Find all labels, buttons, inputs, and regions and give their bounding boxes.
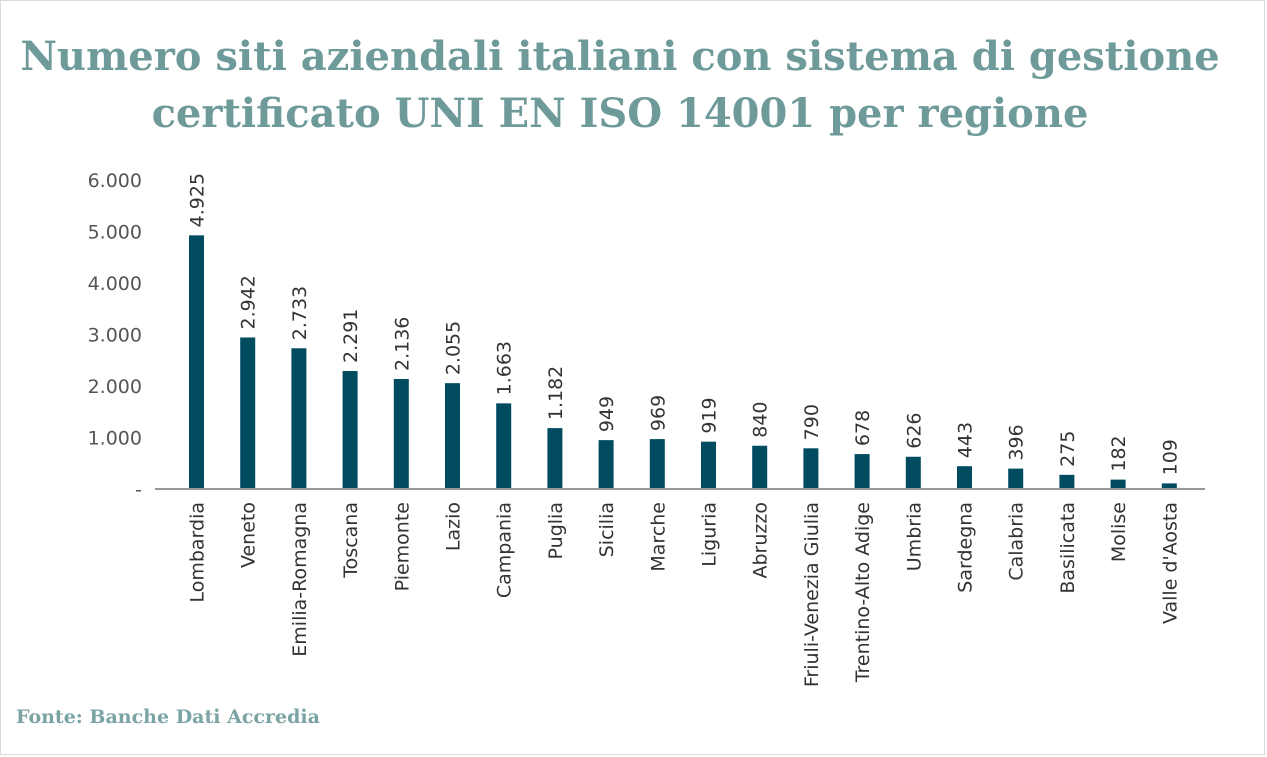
- category-label: Campania: [494, 502, 516, 598]
- y-tick-label: 1.000: [88, 428, 142, 450]
- category-label: Veneto: [238, 502, 260, 568]
- value-label: 969: [647, 395, 669, 431]
- category-label: Calabria: [1006, 502, 1028, 581]
- category-label: Liguria: [699, 502, 721, 567]
- bar-16: [1008, 468, 1024, 489]
- value-label: 790: [801, 404, 823, 440]
- bar-3: [342, 371, 358, 489]
- bar-19: [1161, 483, 1177, 489]
- value-label: 182: [1108, 435, 1130, 471]
- bar-4: [393, 378, 409, 489]
- category-label: Emilia-Romagna: [289, 502, 311, 657]
- value-label: 626: [903, 412, 925, 448]
- bar-chart: - 1.000 2.000 3.000 4.000 5.000 6.000 4.925 2.9…: [88, 170, 1205, 687]
- category-label: Sicilia: [596, 502, 618, 557]
- value-labels: 4.925 2.942 2.733 2.291 2.136 2.055 1.663 1.182…: [187, 173, 1182, 475]
- value-label: 2.055: [443, 321, 465, 375]
- bar-17: [1059, 474, 1075, 489]
- bar-13: [854, 454, 870, 489]
- value-label: 2.942: [238, 275, 260, 329]
- bar-6: [496, 403, 512, 489]
- source-note: Fonte: Banche Dati Accredia: [16, 706, 320, 728]
- category-label: Abruzzo: [750, 502, 772, 578]
- bar-18: [1110, 479, 1126, 489]
- value-label: 2.136: [391, 317, 413, 371]
- category-label: Basilicata: [1057, 502, 1079, 594]
- bar-8: [598, 440, 614, 489]
- chart-title: Numero siti aziendali italiani con siste…: [0, 28, 1240, 142]
- y-tick-label: 6.000: [88, 170, 142, 192]
- category-label: Lombardia: [187, 502, 209, 603]
- value-label: 109: [1159, 439, 1181, 475]
- category-label: Molise: [1108, 502, 1130, 562]
- chart-title-line-2: certificato UNI EN ISO 14001 per regione: [151, 90, 1089, 137]
- category-label: Friuli-Venezia Giulia: [801, 502, 823, 687]
- bar-15: [957, 466, 972, 489]
- value-label: 1.663: [494, 341, 516, 395]
- category-label: Toscana: [340, 502, 362, 579]
- bar-5: [445, 383, 460, 489]
- value-label: 396: [1006, 424, 1028, 460]
- value-label: 949: [596, 396, 618, 432]
- bar-10: [701, 441, 716, 489]
- y-tick-label: 3.000: [88, 325, 142, 347]
- category-label: Sardegna: [955, 502, 977, 593]
- bar-9: [649, 439, 665, 489]
- category-label: Piemonte: [391, 502, 413, 591]
- value-label: 678: [852, 410, 874, 446]
- y-axis-ticks: - 1.000 2.000 3.000 4.000 5.000 6.000: [88, 170, 142, 501]
- value-label: 275: [1057, 431, 1079, 467]
- bar-0: [189, 235, 204, 489]
- y-tick-label: 4.000: [88, 273, 142, 295]
- value-label: 1.182: [545, 366, 567, 420]
- value-label: 840: [750, 401, 772, 437]
- category-label: Trentino-Alto Adige: [852, 502, 874, 683]
- value-label: 443: [955, 422, 977, 458]
- category-label: Marche: [647, 502, 669, 572]
- bar-7: [547, 428, 563, 489]
- bar-14: [905, 456, 921, 489]
- y-tick-label: -: [135, 479, 142, 501]
- category-label: Umbria: [903, 502, 925, 571]
- bar-11: [752, 445, 768, 489]
- value-label: 919: [699, 397, 721, 433]
- category-label: Valle d'Aosta: [1159, 502, 1181, 624]
- value-label: 2.291: [340, 309, 362, 363]
- bars: [189, 235, 1177, 489]
- category-labels: Lombardia Veneto Emilia-Romagna Toscana Piem…: [187, 502, 1182, 687]
- y-tick-label: 5.000: [88, 222, 142, 244]
- bar-12: [803, 448, 819, 489]
- category-label: Lazio: [443, 502, 465, 551]
- y-tick-label: 2.000: [88, 376, 142, 398]
- value-label: 2.733: [289, 286, 311, 340]
- value-label: 4.925: [187, 173, 209, 227]
- bar-1: [240, 337, 256, 489]
- bar-2: [291, 348, 307, 489]
- chart-title-line-1: Numero siti aziendali italiani con siste…: [20, 33, 1220, 80]
- category-label: Puglia: [545, 502, 567, 559]
